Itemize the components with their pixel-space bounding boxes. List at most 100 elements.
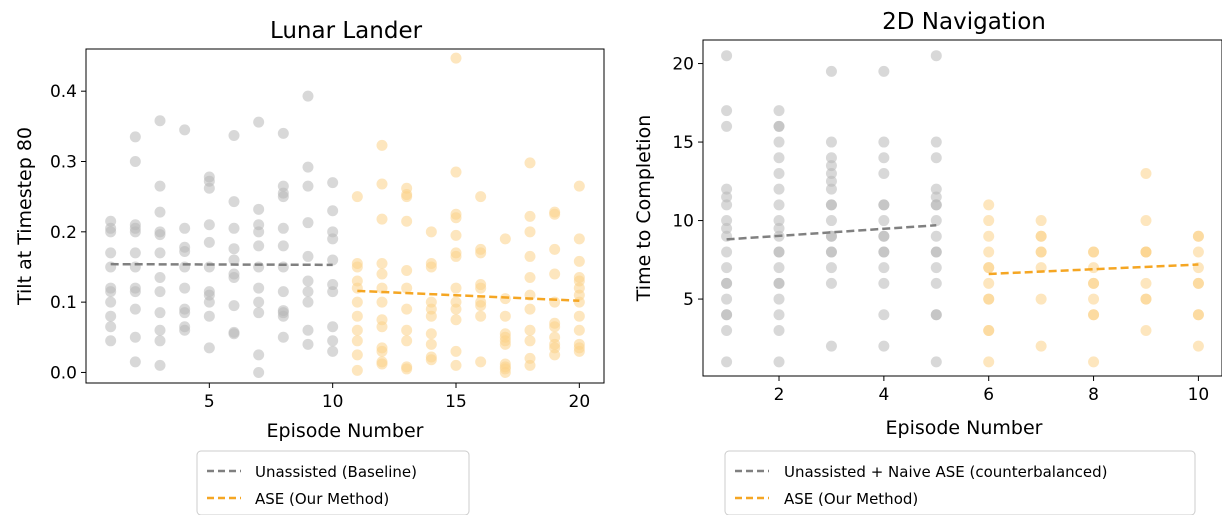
data-point — [930, 136, 942, 148]
data-point — [773, 120, 785, 132]
data-point — [930, 277, 942, 289]
data-point — [327, 233, 339, 245]
legend-label-baseline: Unassisted (Baseline) — [255, 463, 417, 481]
data-point — [129, 131, 141, 143]
legend: Unassisted + Naive ASE (counterbalanced)… — [724, 450, 1196, 515]
data-point — [549, 349, 561, 361]
data-point — [773, 152, 785, 164]
data-point — [1035, 230, 1047, 242]
data-point — [277, 261, 289, 273]
data-point — [376, 358, 388, 370]
data-point — [228, 222, 240, 234]
data-point — [179, 124, 191, 136]
data-point — [825, 160, 837, 172]
data-point — [450, 282, 462, 294]
data-point — [1088, 246, 1100, 258]
x-axis-ticks: 2 4 6 8 10 — [774, 376, 1209, 405]
data-point — [475, 191, 487, 203]
data-point — [573, 255, 585, 267]
data-point — [825, 175, 837, 187]
data-point — [524, 335, 536, 347]
data-point — [1140, 293, 1152, 305]
points-layer — [105, 52, 585, 378]
data-point — [721, 222, 733, 234]
data-point — [773, 105, 785, 117]
chart-title: 2D Navigation — [882, 9, 1046, 35]
data-point — [129, 303, 141, 315]
data-point — [1035, 246, 1047, 258]
data-point — [930, 50, 942, 62]
data-point — [154, 229, 166, 241]
data-point — [524, 303, 536, 315]
legend-frame — [196, 450, 470, 515]
data-point — [1088, 293, 1100, 305]
data-point — [154, 180, 166, 192]
data-point — [302, 250, 314, 262]
data-point — [129, 286, 141, 298]
data-point — [475, 356, 487, 368]
data-point — [228, 328, 240, 340]
data-point — [376, 345, 388, 357]
data-point — [425, 354, 437, 366]
data-point — [524, 359, 536, 371]
data-point — [1088, 277, 1100, 289]
data-point — [983, 246, 995, 258]
data-point — [154, 335, 166, 347]
data-point — [302, 338, 314, 350]
data-point — [1088, 262, 1100, 274]
chart-2d-navigation: 2D Navigation 2 4 6 8 10 5 10 15 20 Episode Num… — [633, 9, 1222, 515]
data-point — [376, 296, 388, 308]
x-tick-label: 15 — [445, 392, 467, 412]
data-point — [825, 183, 837, 195]
y-tick-label: 0.4 — [50, 82, 77, 102]
y-tick-label: 15 — [672, 133, 694, 153]
data-point — [721, 356, 733, 368]
data-point — [105, 247, 117, 259]
data-point — [401, 324, 413, 336]
x-axis-ticks: 5 10 15 20 — [204, 383, 590, 412]
data-point — [825, 152, 837, 164]
data-point — [499, 366, 511, 378]
data-point — [450, 229, 462, 241]
y-axis-label: Time to Completion — [633, 115, 655, 302]
data-point — [129, 226, 141, 238]
y-tick-label: 0.3 — [50, 153, 77, 173]
data-point — [253, 282, 265, 294]
data-point — [721, 120, 733, 132]
data-point — [573, 180, 585, 192]
data-point — [450, 212, 462, 224]
data-point — [129, 156, 141, 168]
data-point — [475, 247, 487, 259]
data-point — [825, 65, 837, 77]
data-point — [549, 208, 561, 220]
data-point — [450, 345, 462, 357]
data-point — [878, 152, 890, 164]
data-point — [499, 338, 511, 350]
data-point — [154, 206, 166, 218]
data-point — [1192, 277, 1204, 289]
data-point — [1192, 340, 1204, 352]
data-point — [401, 264, 413, 276]
data-point — [983, 324, 995, 336]
legend-label-ase: ASE (Our Method) — [255, 490, 389, 508]
trend-line-1 — [988, 263, 1199, 276]
data-point — [351, 310, 363, 322]
data-point — [154, 324, 166, 336]
data-point — [327, 286, 339, 298]
data-point — [1140, 324, 1152, 336]
data-point — [302, 217, 314, 229]
x-axis-label: Episode Number — [886, 417, 1043, 439]
data-point — [983, 277, 995, 289]
data-point — [351, 349, 363, 361]
data-point — [253, 203, 265, 215]
data-point — [203, 236, 215, 248]
data-point — [573, 296, 585, 308]
data-point — [1192, 230, 1204, 242]
data-point — [450, 250, 462, 262]
data-point — [773, 277, 785, 289]
data-point — [930, 215, 942, 227]
y-axis-label: Tilt at Timestep 80 — [14, 127, 36, 306]
y-axis-ticks: 0.0 0.1 0.2 0.3 0.4 — [50, 82, 86, 383]
data-point — [327, 177, 339, 189]
